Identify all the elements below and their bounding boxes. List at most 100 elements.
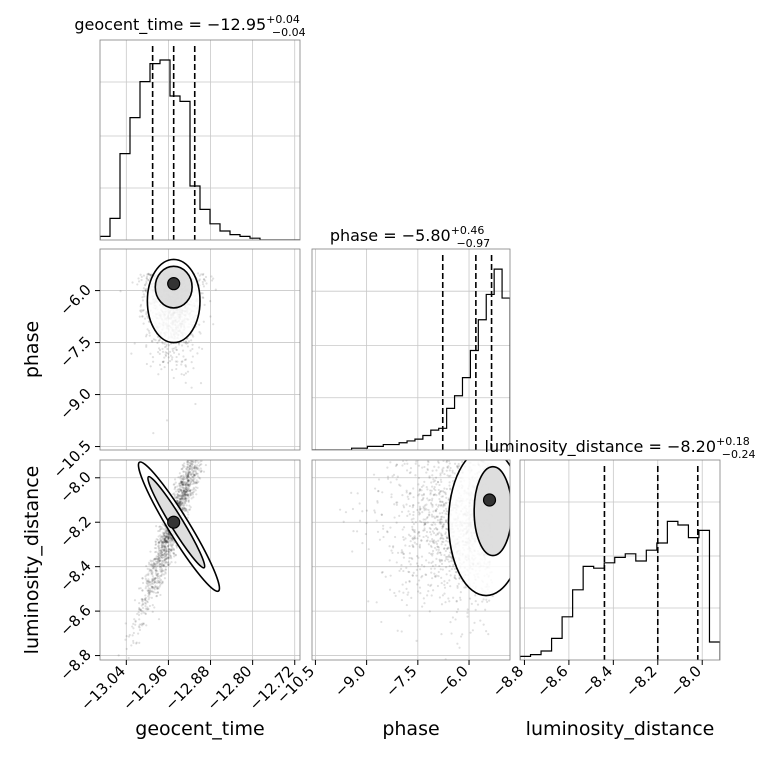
sample-point <box>407 570 410 573</box>
sample-point <box>174 553 177 556</box>
sample-point <box>408 614 411 617</box>
sample-point <box>187 513 190 516</box>
sample-point <box>163 537 166 540</box>
sample-point <box>426 497 429 500</box>
sample-point <box>189 489 192 492</box>
sample-point <box>163 549 166 552</box>
sample-point <box>418 488 422 491</box>
sample-point <box>445 573 448 576</box>
sample-point <box>149 274 152 277</box>
sample-point <box>161 580 164 583</box>
sample-point <box>182 481 185 484</box>
sample-point <box>443 487 446 490</box>
sample-point <box>186 490 189 493</box>
sample-point <box>426 467 429 471</box>
panel-frame <box>311 248 511 451</box>
sample-point <box>440 581 443 585</box>
sample-point <box>179 503 182 506</box>
sample-point <box>147 585 150 588</box>
sample-point <box>185 465 189 469</box>
sample-point <box>449 585 452 588</box>
sample-point <box>444 532 447 536</box>
sample-point <box>422 505 425 508</box>
sample-point <box>394 594 397 597</box>
sample-point <box>156 538 159 541</box>
sample-point <box>181 481 184 484</box>
sample-point <box>178 484 181 487</box>
sample-point <box>175 546 178 549</box>
sample-point <box>212 277 215 280</box>
sample-point <box>170 548 173 551</box>
sample-point <box>189 462 193 466</box>
sample-point <box>448 469 451 472</box>
sample-point <box>396 434 398 436</box>
sample-point <box>450 441 452 443</box>
sample-point <box>138 618 141 621</box>
sample-point <box>438 564 441 568</box>
sample-point <box>428 475 431 478</box>
sample-point <box>144 335 148 338</box>
sample-point <box>142 611 145 614</box>
sample-point <box>150 563 153 566</box>
sample-point <box>454 570 457 574</box>
sample-point <box>154 572 158 575</box>
sample-point <box>431 589 435 592</box>
sample-point <box>144 289 147 293</box>
sample-point <box>199 447 201 449</box>
sample-point <box>351 550 354 553</box>
sample-point <box>145 582 148 585</box>
sample-point <box>445 501 448 504</box>
sample-point <box>435 557 438 560</box>
sample-point <box>418 505 421 508</box>
sample-point <box>184 489 187 492</box>
sample-point <box>181 484 185 487</box>
sample-point <box>194 482 198 485</box>
sample-point <box>182 487 185 490</box>
sample-point <box>156 545 160 548</box>
sample-point <box>408 471 411 475</box>
sample-point <box>451 451 453 453</box>
sample-point <box>174 490 178 493</box>
sample-point <box>342 520 345 523</box>
sample-point <box>198 420 200 422</box>
sample-point <box>159 553 163 556</box>
sample-point <box>338 435 340 437</box>
sample-point <box>191 491 195 494</box>
sample-point <box>189 483 192 486</box>
2d-panel-phase-luminosity_distance <box>311 434 511 661</box>
sample-point <box>185 340 188 344</box>
sample-point <box>442 523 445 527</box>
sample-point <box>138 608 141 611</box>
x-tick-label: −8.6 <box>533 662 571 700</box>
sample-point <box>181 495 184 498</box>
sample-point <box>161 541 164 544</box>
sample-point <box>168 539 171 543</box>
sample-point <box>139 305 142 308</box>
sample-point <box>180 497 184 500</box>
sample-point <box>194 474 197 477</box>
sample-point <box>431 540 434 543</box>
sample-point <box>184 488 187 491</box>
y-tick-label: −7.5 <box>56 333 94 371</box>
sample-point <box>158 541 161 544</box>
sample-point <box>189 491 193 494</box>
sample-point <box>185 486 188 489</box>
sample-point <box>207 395 209 397</box>
2d-panel-geocent_time-phase <box>99 248 301 451</box>
sample-point <box>438 483 441 487</box>
sample-point <box>167 532 170 535</box>
sample-point <box>164 536 167 539</box>
sample-point <box>147 578 150 581</box>
sample-point <box>154 584 157 587</box>
sample-point <box>145 287 148 291</box>
sample-point <box>157 541 160 544</box>
sample-point <box>444 491 447 494</box>
sample-point <box>172 541 175 544</box>
sample-point <box>193 490 196 493</box>
sample-point <box>146 589 149 592</box>
sample-point <box>185 475 188 478</box>
sample-point <box>156 577 159 580</box>
sample-point <box>149 365 152 368</box>
sample-point <box>186 494 190 498</box>
sample-point <box>158 549 161 553</box>
